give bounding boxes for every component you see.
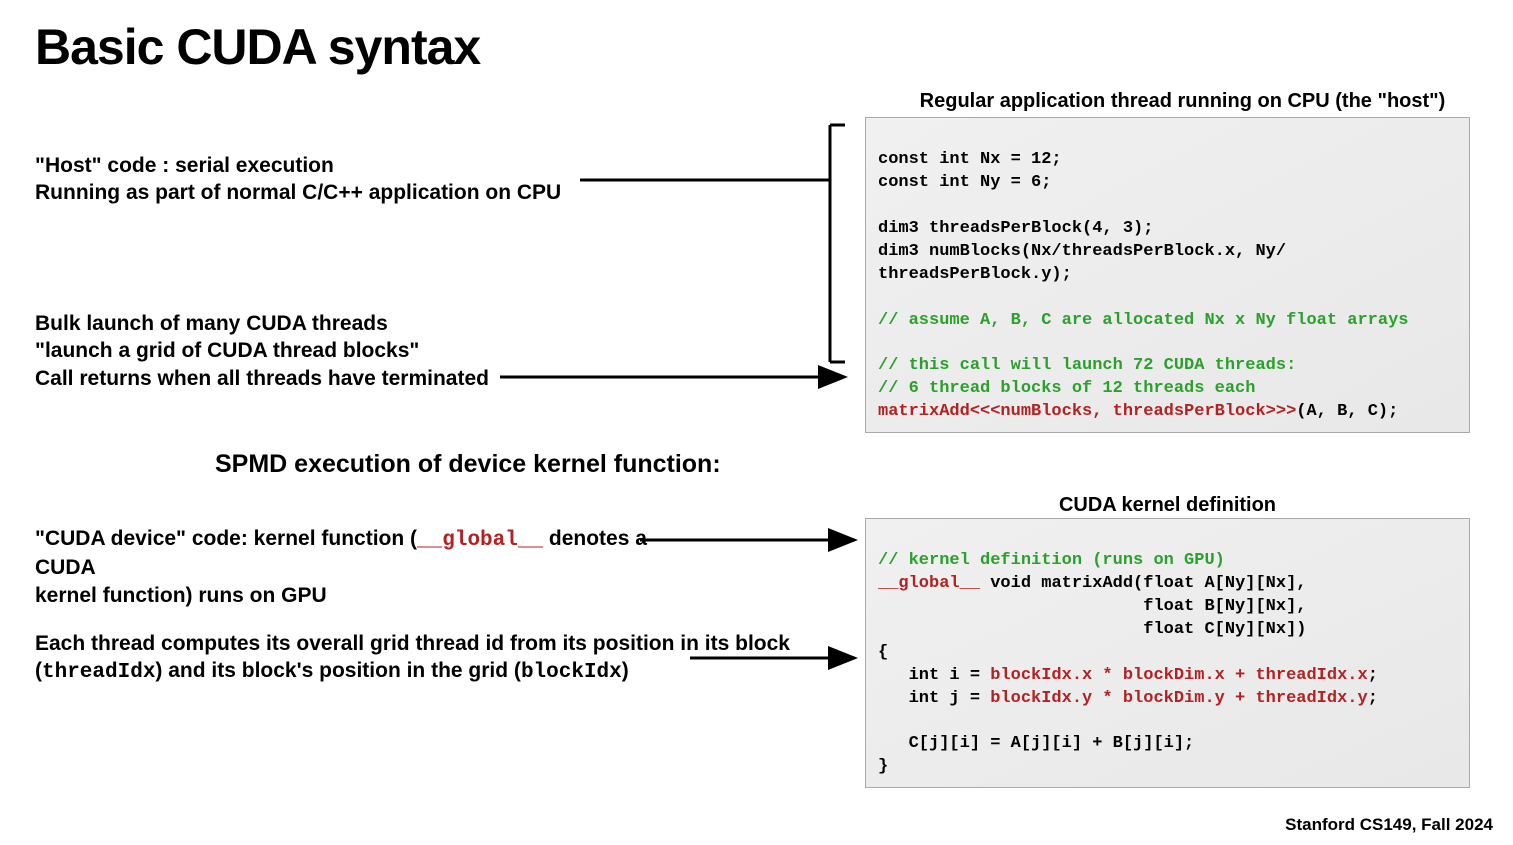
bracket-connector — [0, 0, 1513, 845]
footer: Stanford CS149, Fall 2024 — [1285, 815, 1493, 835]
